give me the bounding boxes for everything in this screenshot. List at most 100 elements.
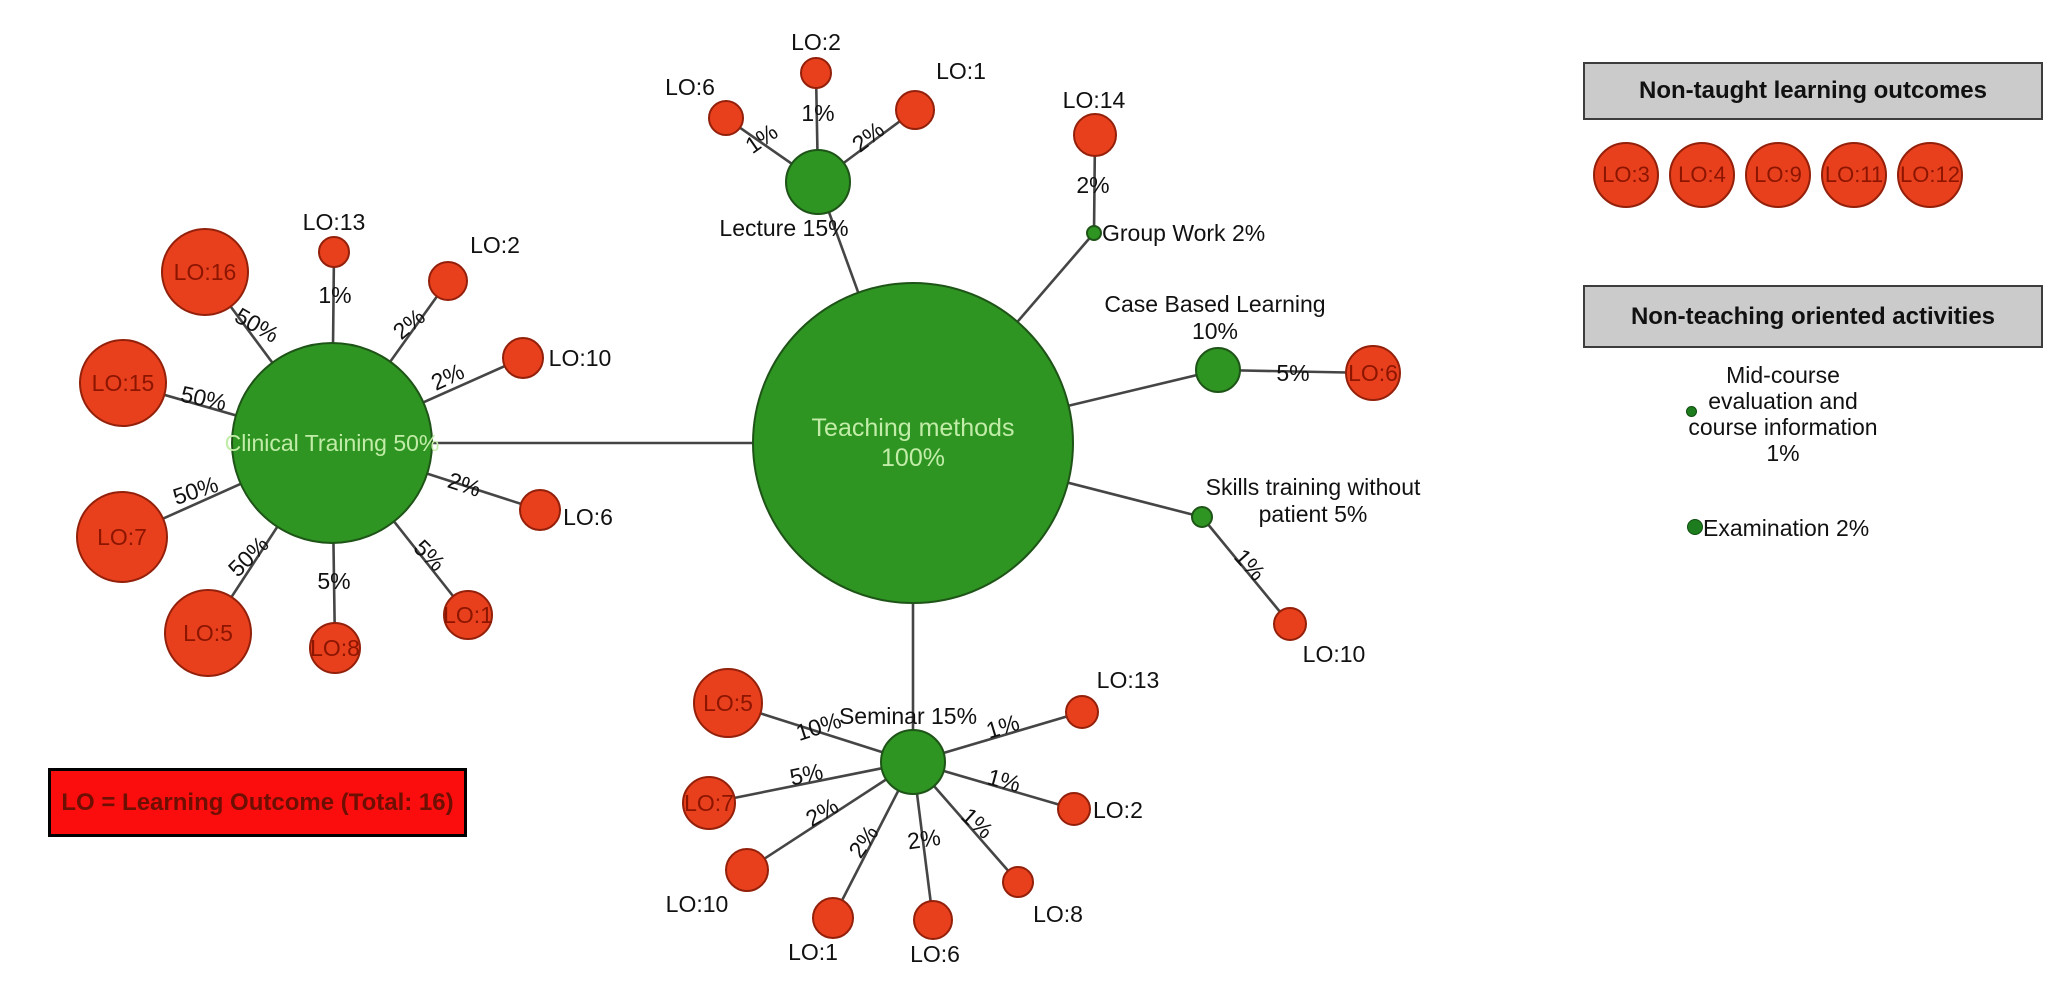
mid-course-evaluation-label: Mid-course evaluation and course informa… [1650,362,1916,466]
node-cbl-label: Case Based Learning 10% [1104,291,1325,344]
node-sk_lo10-circle [1273,607,1307,641]
non-taught-circle-lo11: LO:11 [1821,142,1887,208]
node-lecture-circle [785,149,851,215]
node-s_lo5-circle [693,668,763,738]
node-s_lo1-circle [812,897,854,939]
mid-course-dot-icon [1686,406,1697,417]
edge-seminar-s_lo7 [708,760,914,805]
node-lecture-label: Lecture 15% [719,215,848,241]
edge-clinical-c_lo6-label: 2% [445,467,485,502]
node-clinical-circle [231,342,433,544]
edge-clinical-c_lo5-label: 50% [223,531,274,582]
lo-definition-note: LO = Learning Outcome (Total: 16) [61,788,454,816]
non-taught-circle-lo12: LO:12 [1897,142,1963,208]
node-c_lo5-circle [164,589,252,677]
node-cbl_lo6-label: LO:6 [1348,360,1398,386]
node-cbl-circle [1195,347,1241,393]
node-c_lo1-circle [443,590,493,640]
node-skills-circle [1191,506,1213,528]
edge-seminar-s_lo13-label: 1% [983,709,1022,744]
mid-course-line-1: Mid-course [1726,362,1840,388]
mid-course-line-4: 1% [1766,440,1800,466]
node-c_lo16-label: LO:16 [174,259,237,285]
node-teaching-label: Teaching methods 100% [812,414,1015,472]
node-c_lo16-circle [161,228,249,316]
node-c_lo13-label: LO:13 [303,209,366,235]
node-c_lo6-label: LO:6 [563,504,613,530]
node-c_lo7-label: LO:7 [97,524,147,550]
node-l_lo1-label: LO:1 [936,58,986,84]
node-groupwork-circle [1086,225,1102,241]
activities-legend-title-box: Non-teaching oriented activities [1583,285,2043,348]
non-taught-circle-lo4: LO:4 [1669,142,1735,208]
edge-seminar-s_lo6-label: 2% [906,824,943,854]
node-s_lo7-label: LO:7 [684,790,734,816]
node-cbl_lo6-circle [1345,345,1401,401]
edge-clinical-c_lo8-label: 5% [317,568,350,594]
edge-seminar-s_lo7-label: 5% [787,758,825,790]
node-gw_lo14-label: LO:14 [1063,87,1126,113]
node-s_lo7-circle [682,776,736,830]
edge-clinical-c_lo13-label: 1% [318,282,351,308]
node-gw_lo14-circle [1073,113,1117,157]
node-s_lo5-label: LO:5 [703,690,753,716]
node-c_lo2-circle [428,261,468,301]
node-c_lo8-label: LO:8 [310,635,360,661]
node-s_lo13-label: LO:13 [1097,667,1160,693]
edge-clinical-c_lo1-label: 5% [409,534,451,576]
node-l_lo6-circle [708,100,744,136]
node-c_lo7-circle [76,491,168,583]
node-teaching-circle [752,282,1074,604]
edge-seminar-s_lo10 [746,760,914,872]
mid-course-line-3: course information [1688,414,1878,440]
edge-seminar-s_lo10-label: 2% [801,793,843,832]
non-taught-legend-title: Non-taught learning outcomes [1639,77,1987,104]
edge-seminar-s_lo2-label: 1% [985,763,1024,797]
node-s_lo6-label: LO:6 [910,941,960,967]
activities-legend-title: Non-teaching oriented activities [1630,302,1996,330]
edge-seminar-s_lo8-label: 1% [956,802,998,844]
node-clinical-label: Clinical Training 50% [225,430,440,456]
node-c_lo15-label: LO:15 [92,370,155,396]
node-s_lo8-label: LO:8 [1033,901,1083,927]
node-l_lo2-circle [800,57,832,89]
node-s_lo1-label: LO:1 [788,939,838,965]
edge-seminar-s_lo5-label: 10% [793,707,845,746]
node-c_lo1-label: LO:1 [443,602,493,628]
node-s_lo10-label: LO:10 [666,891,729,917]
node-c_lo15-circle [79,339,167,427]
node-s_lo13-circle [1065,695,1099,729]
edge-skills-sk_lo10-label: 1% [1229,544,1271,586]
edge-lecture-l_lo2-label: 1% [801,100,834,126]
examination-dot-icon [1687,519,1703,535]
edge-cbl-cbl_lo6-label: 5% [1276,360,1309,386]
node-seminar-circle [880,729,946,795]
node-c_lo13-circle [318,236,350,268]
edge-seminar-s_lo1-label: 2% [843,820,883,862]
node-c_lo5-label: LO:5 [183,620,233,646]
lo-definition-note-box: LO = Learning Outcome (Total: 16) [48,768,467,837]
edge-skills-sk_lo10 [1200,516,1292,625]
non-taught-legend-title-box: Non-taught learning outcomes [1583,62,2043,120]
node-s_lo10-circle [725,848,769,892]
mid-course-line-2: evaluation and [1708,388,1858,414]
node-skills-label: Skills training without patient 5% [1206,474,1421,527]
non-taught-outcomes-row: LO:3 LO:4 LO:9 LO:11 LO:12 [1593,142,1963,208]
node-s_lo2-label: LO:2 [1093,797,1143,823]
node-c_lo10-label: LO:10 [549,345,612,371]
node-l_lo2-label: LO:2 [791,29,841,55]
edge-groupwork-gw_lo14-label: 2% [1076,172,1109,198]
edge-clinical-c_lo2-label: 2% [388,303,430,344]
node-sk_lo10-label: LO:10 [1303,641,1366,667]
node-s_lo2-circle [1057,792,1091,826]
edge-clinical-c_lo15-label: 50% [178,381,228,416]
node-c_lo2-label: LO:2 [470,232,520,258]
node-s_lo6-circle [913,900,953,940]
node-l_lo6-label: LO:6 [665,74,715,100]
node-s_lo8-circle [1002,866,1034,898]
node-c_lo8-circle [309,622,361,674]
edge-clinical-c_lo10-label: 2% [427,358,468,396]
node-groupwork-label: Group Work 2% [1102,220,1265,246]
